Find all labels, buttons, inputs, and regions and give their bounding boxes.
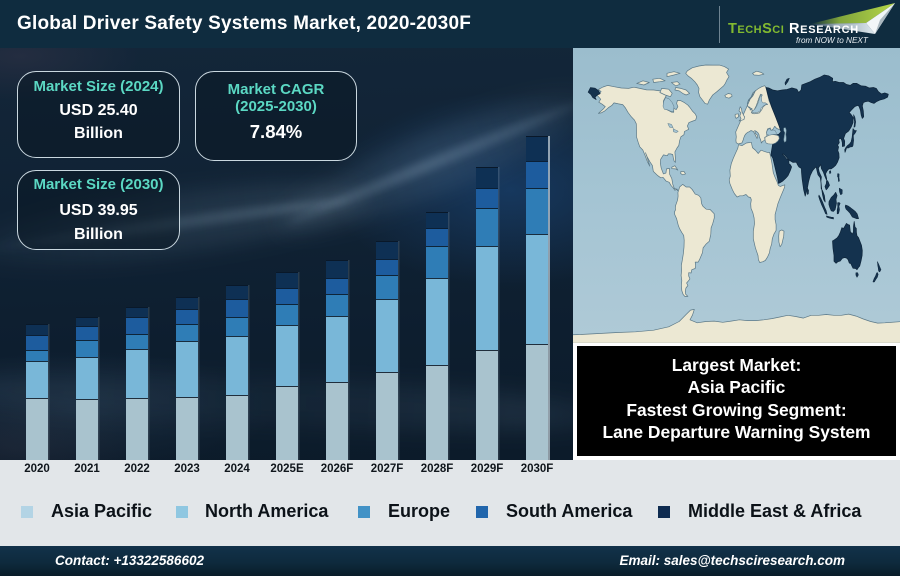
- svg-text:TECHSCI: TECHSCI: [728, 21, 784, 37]
- svg-text:RESEARCH: RESEARCH: [789, 21, 859, 37]
- svg-text:from NOW to NEXT: from NOW to NEXT: [796, 36, 869, 45]
